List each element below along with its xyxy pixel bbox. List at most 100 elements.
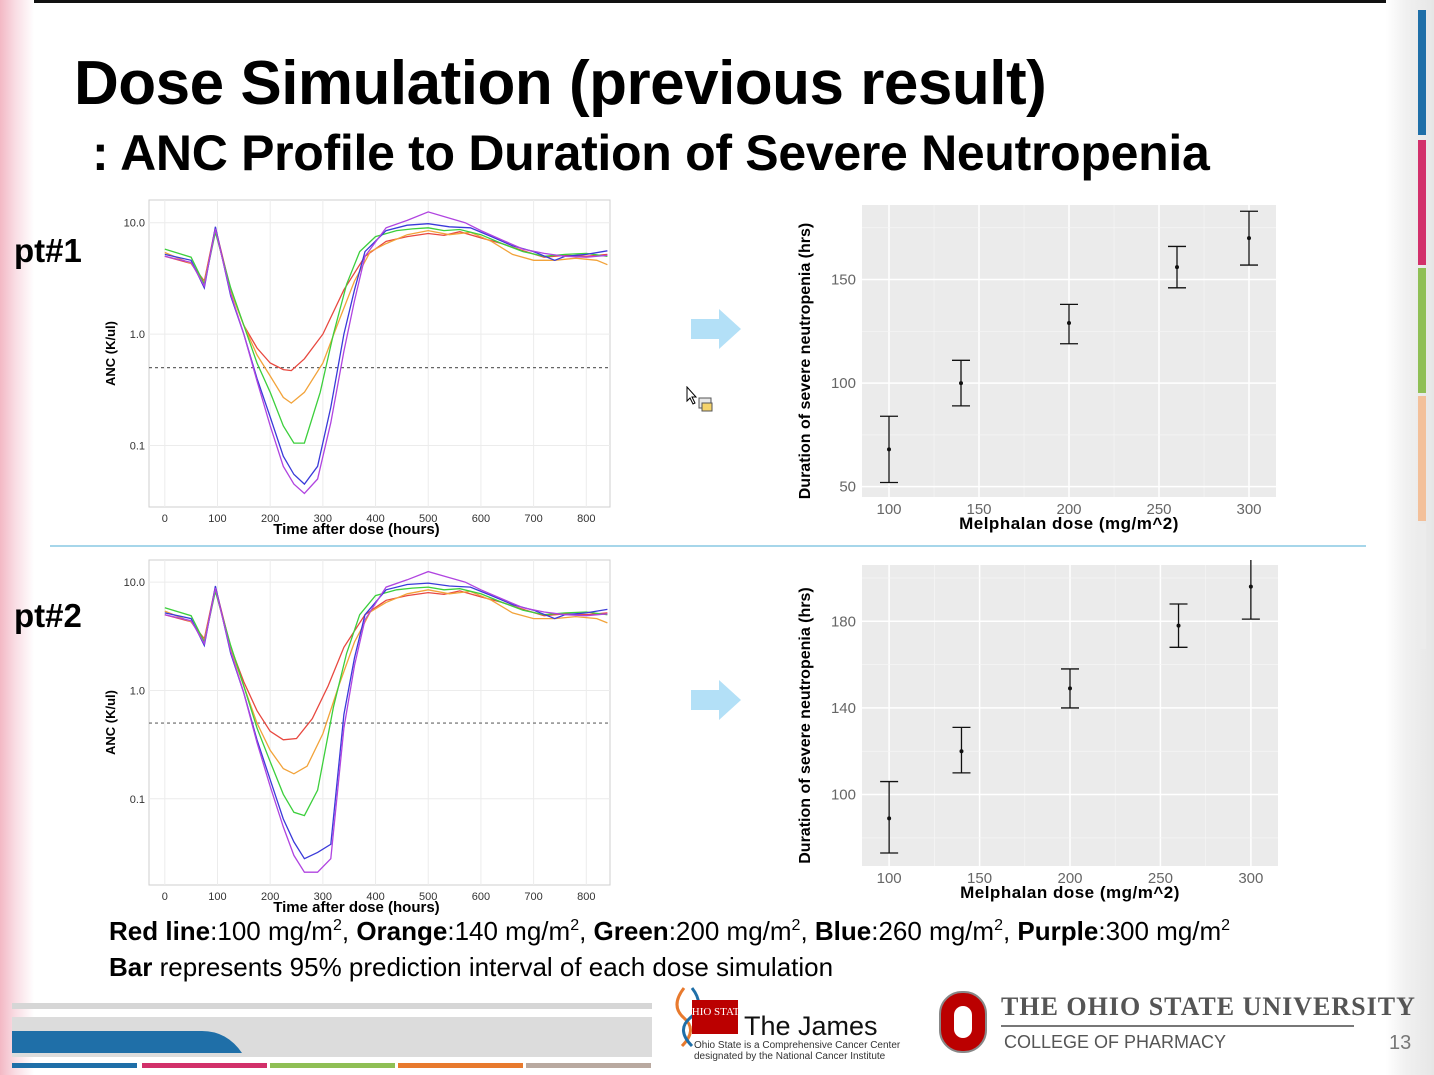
x-tick-label: 200 — [1056, 501, 1081, 518]
x-axis-label: Melphalan dose (mg/m^2) — [960, 883, 1180, 902]
legend-dose-unit-exponent: 2 — [332, 917, 342, 934]
x-tick-label: 200 — [1057, 870, 1082, 887]
y-tick-label: 1.0 — [130, 329, 145, 341]
legend-separator: , — [800, 916, 815, 946]
legend-dose-value: :200 mg/m — [668, 916, 792, 946]
y-tick-label: 10.0 — [124, 577, 145, 589]
x-tick-label: 200 — [261, 513, 279, 525]
y-tick-label: 10.0 — [124, 218, 145, 230]
x-tick-label: 600 — [472, 891, 490, 903]
osu-name: THE OHIO STATE UNIVERSITY — [1001, 992, 1416, 1021]
osu-college: COLLEGE OF PHARMACY — [1004, 1032, 1227, 1052]
y-tick-label: 0.1 — [130, 794, 145, 806]
legend-dose-name: Red line — [109, 916, 211, 946]
y-axis-label: Duration of severe neutropenia (hrs) — [797, 223, 814, 500]
legend-dose-value: :300 mg/m — [1098, 916, 1222, 946]
series-line-purple — [164, 570, 608, 873]
x-tick-label: 600 — [472, 513, 490, 525]
x-tick-label: 400 — [366, 891, 384, 903]
left-decoration — [0, 0, 34, 1075]
color-strip-blue — [1418, 10, 1426, 135]
james-logo-icon: OHIO STATE — [675, 987, 742, 1048]
x-tick-label: 150 — [966, 501, 991, 518]
series-line-orange — [164, 589, 608, 775]
median-point — [1175, 265, 1179, 270]
median-point — [1248, 584, 1253, 589]
right-arrow-icon — [691, 680, 741, 720]
x-tick-label: 700 — [524, 891, 542, 903]
slide-title: Dose Simulation (previous result) — [74, 49, 1047, 118]
y-tick-label: 140 — [831, 700, 856, 717]
color-strip-gray — [1418, 524, 1426, 649]
y-axis-label: Duration of severe neutropenia (hrs) — [797, 587, 814, 864]
x-tick-label: 300 — [314, 891, 332, 903]
legend-dose-value: :100 mg/m — [210, 916, 333, 946]
dose-legend: Red line:100 mg/m2, Orange:140 mg/m2, Gr… — [109, 916, 1230, 947]
osu-block-o-logo — [939, 991, 987, 1053]
x-tick-label: 700 — [524, 513, 542, 525]
x-axis-label: Time after dose (hours) — [273, 521, 439, 538]
legend-separator: , — [1002, 916, 1018, 946]
legend-dose-unit-exponent: 2 — [994, 917, 1003, 934]
color-strip-green — [1418, 268, 1426, 393]
y-tick-label: 150 — [831, 272, 856, 289]
row-label-pt1: pt#1 — [14, 232, 82, 269]
anc-profile-chart-pt1: 0 100 200 300 400 500 600 700 800 10.0 1.0 0.1 Time … — [103, 199, 611, 538]
footer-decoration — [12, 1003, 652, 1068]
series-line-green — [164, 227, 608, 444]
x-tick-label: 100 — [208, 513, 226, 525]
x-tick-label: 300 — [1236, 501, 1261, 518]
right-decoration — [1386, 0, 1434, 1075]
x-tick-label: 300 — [1238, 870, 1263, 887]
y-tick-label: 1.0 — [130, 685, 145, 697]
y-tick-label: 0.1 — [130, 440, 145, 452]
james-subtitle-2: designated by the National Cancer Instit… — [694, 1051, 886, 1062]
james-name: The James — [744, 1011, 878, 1041]
median-point — [887, 816, 892, 821]
median-point — [1068, 686, 1072, 691]
series-line-green — [164, 586, 608, 817]
james-logo-text: OHIO STATE — [684, 1006, 742, 1018]
interval-note: Bar represents 95% prediction interval o… — [109, 952, 833, 983]
x-tick-label: 500 — [419, 513, 437, 525]
y-axis-label: ANC (K/ul) — [103, 321, 118, 386]
median-point — [887, 447, 891, 452]
x-axis-label: Melphalan dose (mg/m^2) — [959, 514, 1179, 533]
series-line-orange — [164, 229, 608, 404]
interval-note-text: represents 95% prediction interval of ea… — [152, 952, 834, 982]
right-arrow-icon — [691, 309, 741, 349]
top-border — [0, 0, 1434, 3]
mouse-cursor-icon — [686, 386, 713, 412]
slide-subtitle: : ANC Profile to Duration of Severe Neut… — [92, 125, 1210, 181]
legend-separator: , — [341, 916, 357, 946]
x-tick-label: 0 — [162, 891, 168, 903]
row-label-pt2: pt#2 — [14, 597, 82, 634]
x-tick-label: 150 — [967, 870, 992, 887]
duration-chart-pt2: 100 150 200 250 300 100 140 180 Melphalan dose (… — [797, 560, 1278, 902]
x-tick-label: 400 — [366, 513, 384, 525]
interval-note-bold: Bar — [109, 952, 153, 982]
row-divider — [50, 545, 1366, 547]
x-tick-label: 200 — [261, 891, 279, 903]
x-tick-label: 500 — [419, 891, 437, 903]
legend-dose-name: Purple — [1017, 916, 1099, 946]
median-point — [1067, 321, 1071, 326]
x-tick-label: 800 — [577, 891, 595, 903]
anc-profile-chart-pt2: 0 100 200 300 400 500 600 700 800 10.0 1.0 0.1 Time … — [103, 559, 611, 916]
page-number: 13 — [1389, 1032, 1412, 1054]
x-axis-label: Time after dose (hours) — [273, 899, 439, 916]
y-tick-label: 50 — [839, 479, 856, 496]
x-tick-label: 250 — [1146, 501, 1171, 518]
x-tick-label: 250 — [1148, 870, 1173, 887]
james-subtitle-1: Ohio State is a Comprehensive Cancer Cen… — [694, 1040, 901, 1051]
legend-separator: , — [579, 916, 594, 946]
median-point — [959, 381, 963, 386]
legend-dose-name: Orange — [356, 916, 448, 946]
legend-dose-unit-exponent: 2 — [1221, 917, 1231, 934]
x-tick-label: 100 — [208, 891, 226, 903]
x-tick-label: 100 — [876, 501, 901, 518]
legend-dose-name: Green — [593, 916, 669, 946]
x-tick-label: 100 — [877, 870, 902, 887]
y-tick-label: 100 — [831, 375, 856, 392]
